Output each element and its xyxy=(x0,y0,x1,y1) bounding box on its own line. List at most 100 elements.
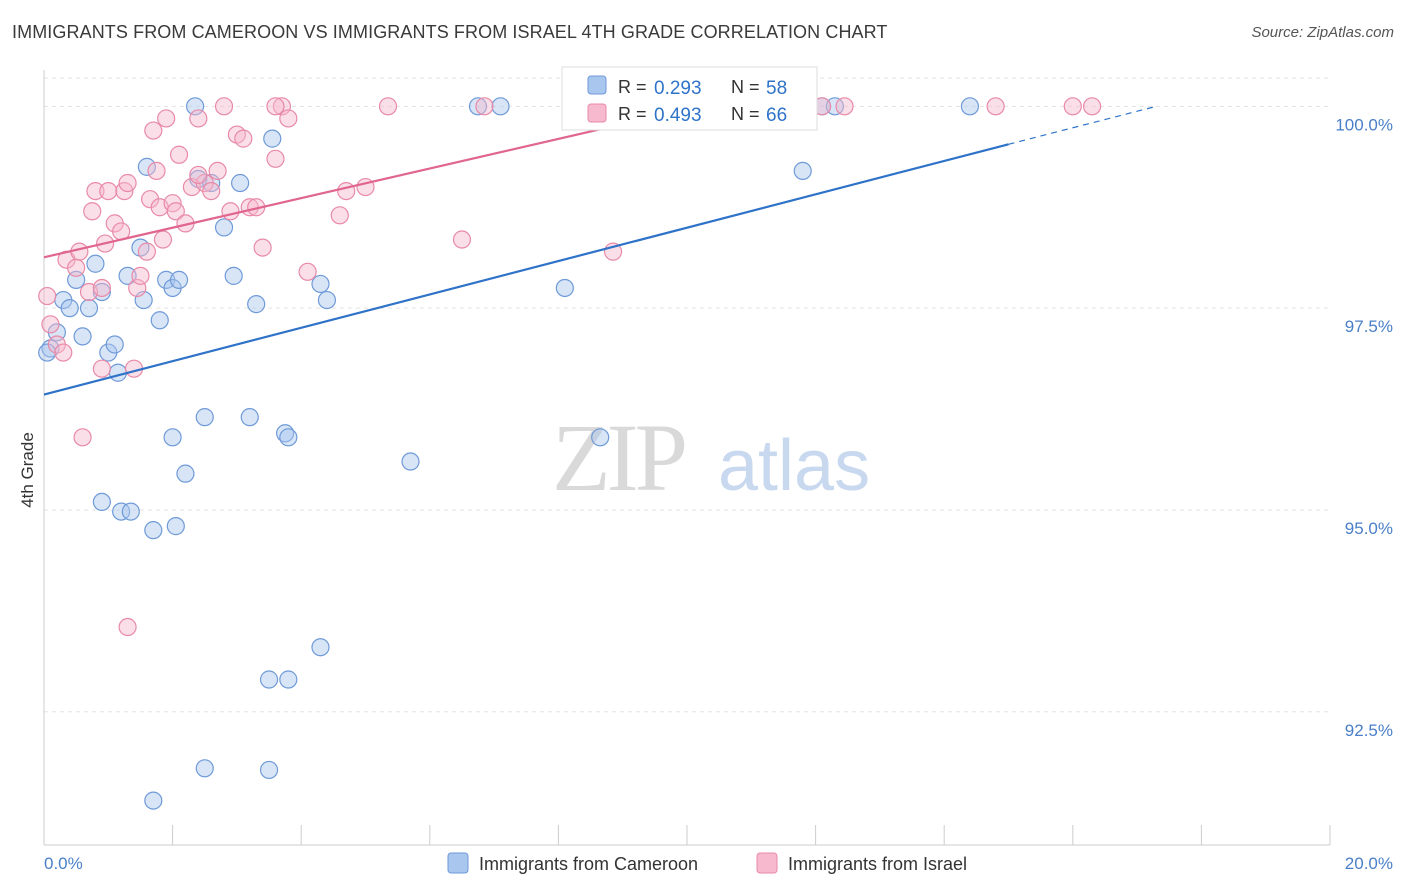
point-israel xyxy=(166,202,185,221)
point-cameroon xyxy=(240,408,259,427)
point-cameroon xyxy=(214,218,234,237)
trendlines xyxy=(43,105,1157,396)
legend-n-label-israel: N = xyxy=(731,104,760,124)
point-cameroon xyxy=(311,274,330,294)
point-cameroon xyxy=(468,97,488,116)
point-israel xyxy=(92,278,111,298)
legend-n-label-cameroon: N = xyxy=(731,77,760,97)
legend-swatch-cameroon xyxy=(587,75,607,95)
point-cameroon xyxy=(150,311,169,330)
point-israel xyxy=(298,262,317,281)
gridlines xyxy=(44,77,1330,713)
point-cameroon xyxy=(317,290,337,310)
point-israel xyxy=(1063,97,1082,116)
point-israel xyxy=(86,181,105,201)
point-israel xyxy=(99,181,118,201)
point-israel xyxy=(221,202,240,221)
point-israel xyxy=(92,359,111,378)
point-israel xyxy=(144,121,163,140)
point-cameroon xyxy=(166,517,185,536)
point-israel xyxy=(202,181,221,201)
series-israel-points xyxy=(38,97,1102,637)
y-tick-label: 100.0% xyxy=(1335,115,1393,134)
point-israel xyxy=(266,97,285,116)
point-israel xyxy=(835,97,854,116)
y-tick-label: 97.5% xyxy=(1345,317,1393,336)
point-israel xyxy=(41,315,60,334)
point-cameroon xyxy=(491,97,510,116)
point-israel xyxy=(214,97,234,116)
point-israel xyxy=(73,428,92,447)
point-cameroon xyxy=(311,638,330,657)
point-israel xyxy=(189,109,208,128)
point-cameroon xyxy=(825,97,844,116)
point-israel xyxy=(118,617,137,637)
point-israel xyxy=(189,165,208,185)
point-israel xyxy=(169,145,189,164)
point-israel xyxy=(330,206,349,225)
point-cameroon xyxy=(259,670,279,689)
y-tick-label: 92.5% xyxy=(1345,721,1393,740)
point-israel xyxy=(279,109,298,128)
point-cameroon xyxy=(555,278,574,298)
legend-swatch-israel xyxy=(587,103,607,123)
x-tick-label-max: 20.0% xyxy=(1345,854,1393,873)
legend-r-value-israel: 0.493 xyxy=(654,105,702,126)
x-tick-label-min: 0.0% xyxy=(44,854,83,873)
legend-n-value-israel: 66 xyxy=(766,105,787,126)
point-israel xyxy=(208,161,227,181)
point-cameroon xyxy=(144,521,163,540)
point-cameroon xyxy=(259,760,279,780)
legend-r-label-israel: R = xyxy=(618,104,647,124)
point-israel xyxy=(253,238,272,257)
point-cameroon xyxy=(195,408,214,427)
point-israel xyxy=(452,230,472,249)
point-israel xyxy=(83,202,102,221)
point-cameroon xyxy=(401,452,420,471)
point-cameroon xyxy=(86,254,105,273)
point-cameroon xyxy=(231,173,250,193)
point-israel xyxy=(137,242,156,261)
point-israel xyxy=(153,230,173,249)
point-cameroon xyxy=(793,161,812,181)
chart-source: Source: ZipAtlas.com xyxy=(1251,24,1394,41)
watermark: ZIP atlas xyxy=(552,404,870,511)
trendline-cameroon xyxy=(43,143,1009,396)
watermark-zip: ZIP xyxy=(552,404,685,511)
legend-r-label-cameroon: R = xyxy=(618,77,647,97)
point-cameroon xyxy=(118,266,137,285)
trendline-israel xyxy=(43,105,701,259)
point-cameroon xyxy=(79,299,99,318)
y-tick-labels: 100.0% 97.5% 95.0% 92.5% xyxy=(1335,115,1393,739)
axes xyxy=(43,70,1331,846)
point-israel xyxy=(337,181,356,201)
point-cameroon xyxy=(247,295,266,314)
point-cameroon xyxy=(169,270,189,289)
point-cameroon xyxy=(73,327,92,346)
point-cameroon xyxy=(137,157,156,176)
point-cameroon xyxy=(163,428,182,447)
point-cameroon xyxy=(92,282,111,302)
point-israel xyxy=(131,266,150,285)
point-israel xyxy=(147,161,166,181)
point-cameroon xyxy=(105,335,124,354)
point-cameroon xyxy=(144,791,163,810)
point-cameroon xyxy=(60,299,79,318)
bottom-legend-swatch-israel xyxy=(756,852,778,874)
point-cameroon xyxy=(279,670,298,689)
point-israel xyxy=(986,97,1005,116)
point-cameroon xyxy=(263,129,282,148)
watermark-atlas: atlas xyxy=(718,426,870,506)
bottom-legend-label-cameroon: Immigrants from Cameroon xyxy=(479,854,698,874)
point-cameroon xyxy=(121,502,140,521)
point-cameroon xyxy=(591,428,610,447)
point-cameroon xyxy=(224,266,243,285)
point-cameroon xyxy=(195,759,214,778)
legend-n-value-cameroon: 58 xyxy=(766,78,787,99)
point-israel xyxy=(234,129,253,148)
point-cameroon xyxy=(960,97,980,116)
point-israel xyxy=(38,286,57,306)
point-israel xyxy=(266,149,285,168)
bottom-legend-label-israel: Immigrants from Israel xyxy=(788,854,967,874)
